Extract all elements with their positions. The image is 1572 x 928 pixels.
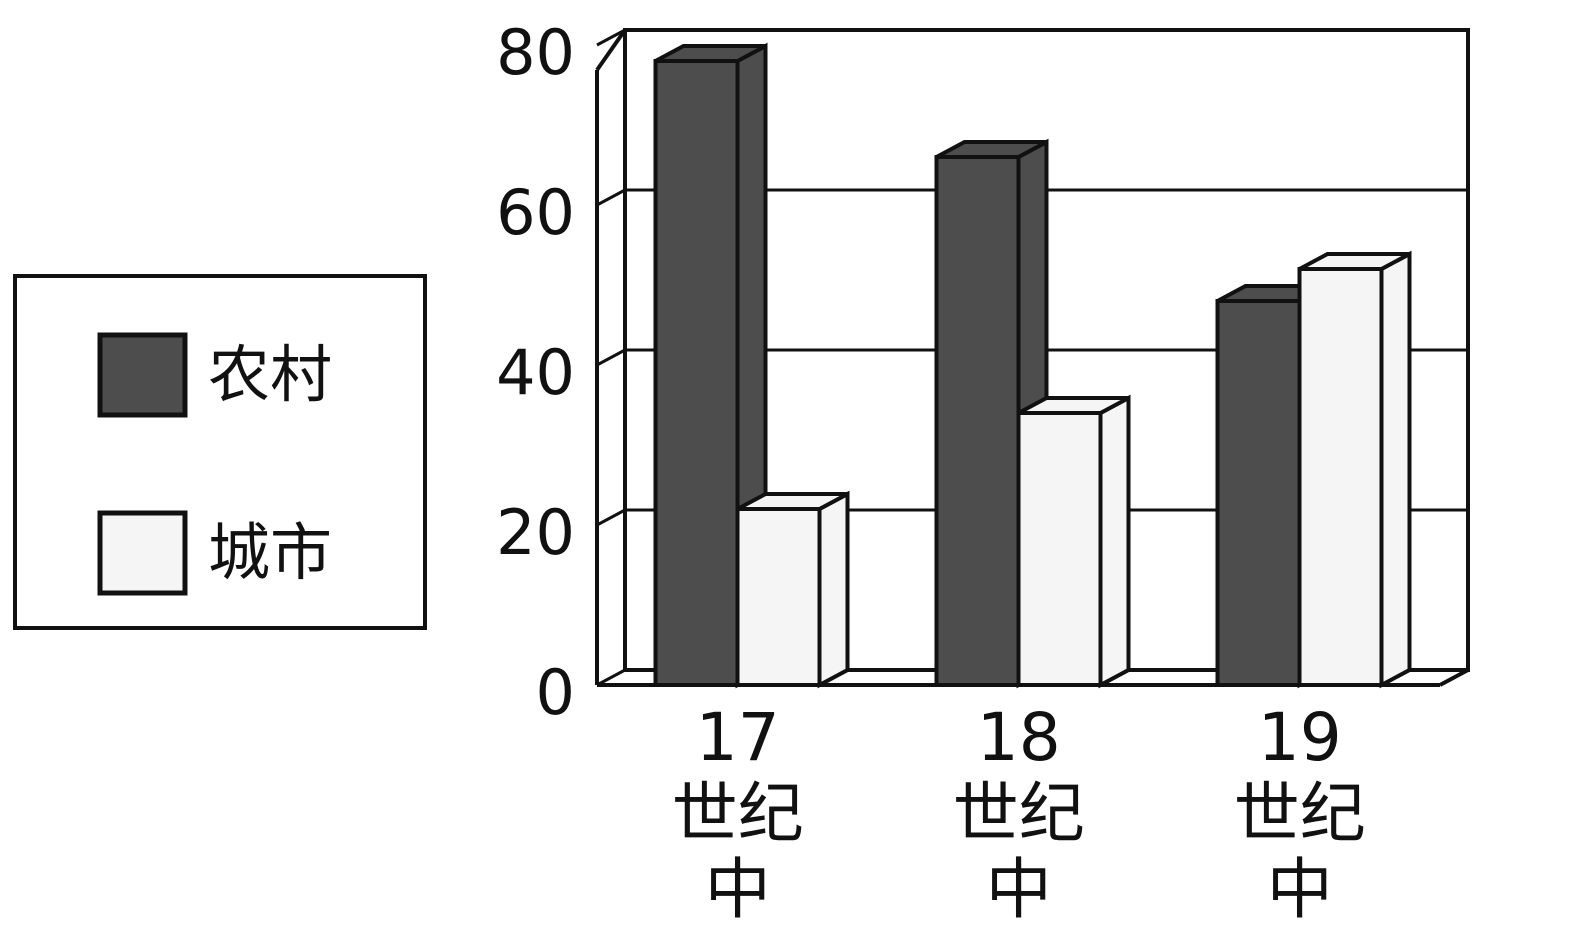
x-tick-label: 18世纪中 (952, 699, 1085, 928)
y-tick-label: 80 (496, 16, 575, 89)
grid-line-side (596, 668, 626, 687)
y-tick-label: 20 (496, 496, 575, 569)
bar-front (1215, 299, 1302, 687)
bar-front (1016, 411, 1103, 687)
bar-side (1098, 394, 1131, 689)
bar-front (1297, 267, 1384, 687)
x-tick-label: 19世纪中 (1233, 699, 1366, 928)
bar-side (817, 490, 850, 689)
bar (1016, 394, 1131, 689)
y-tick-label: 40 (496, 336, 575, 409)
grid-line-side (596, 28, 626, 47)
grid-line-side (596, 508, 626, 527)
bar (735, 490, 850, 689)
bar-front (735, 507, 822, 687)
legend-swatch (97, 332, 188, 418)
bar (1297, 250, 1412, 689)
bar-side (1379, 250, 1412, 689)
legend-swatch (97, 510, 188, 596)
y-tick-label: 60 (496, 176, 575, 249)
grid-line-side (596, 348, 626, 367)
bar-front (653, 59, 740, 687)
legend-box (13, 274, 427, 630)
floor-right (1439, 668, 1469, 687)
left-top (595, 28, 627, 72)
grid-line-side (596, 188, 626, 207)
legend-label: 农村 (208, 338, 332, 411)
bar-front (934, 155, 1021, 687)
legend-label: 城市 (208, 516, 332, 589)
y-tick-label: 0 (536, 656, 575, 729)
x-tick-label: 17世纪中 (671, 699, 804, 928)
